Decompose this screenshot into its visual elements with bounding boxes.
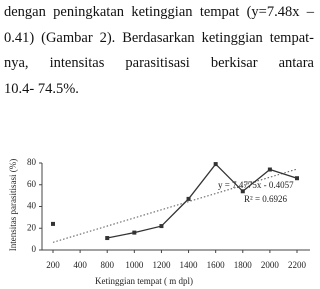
text-line: dengan peningkatan ketinggian tempat (y=… [4, 4, 314, 20]
data-point [213, 162, 218, 167]
data-line [107, 163, 298, 239]
trend-r2: R² = 0.6926 [244, 194, 288, 204]
y-tick-label: 60 [27, 179, 37, 189]
trend-line [52, 168, 298, 243]
data-point [132, 230, 137, 235]
x-tick-label: 1800 [234, 260, 253, 270]
y-tick-label: 0 [32, 244, 37, 254]
trend-equation: y = 7.4775x - 0.4057 [218, 180, 294, 190]
text-line: nya, intensitas parasitisasi berkisar an… [4, 55, 314, 71]
y-tick-label: 80 [27, 157, 37, 167]
x-tick-label: 800 [100, 260, 114, 270]
data-point [186, 196, 191, 201]
data-point [267, 167, 272, 172]
paragraph: dengan peningkatan ketinggian tempat (y=… [4, 0, 314, 102]
y-tick-label: 20 [27, 222, 37, 232]
x-tick-label: 400 [73, 260, 87, 270]
y-tick-label: 40 [27, 201, 37, 211]
data-point [105, 236, 110, 241]
data-point [159, 224, 164, 229]
x-tick-label: 1000 [125, 260, 144, 270]
x-tick-label: 1200 [152, 260, 171, 270]
x-tick-label: 1600 [207, 260, 226, 270]
x-tick-label: 2000 [261, 260, 280, 270]
x-axis-label: Ketinggian tempat ( m dpl) [95, 276, 193, 286]
y-axis-label: Intensitas parasitisasi (%) [8, 159, 18, 251]
x-tick-label: 1400 [180, 260, 199, 270]
x-tick-label: 200 [46, 260, 60, 270]
text-line: 10.4- 74.5%. [4, 80, 79, 97]
data-point [295, 176, 299, 181]
x-tick-label: 2200 [288, 260, 307, 270]
text-line: 0.41) (Gambar 2). Berdasarkan ketinggian… [4, 29, 314, 46]
data-point [240, 189, 245, 194]
data-point [51, 221, 55, 226]
